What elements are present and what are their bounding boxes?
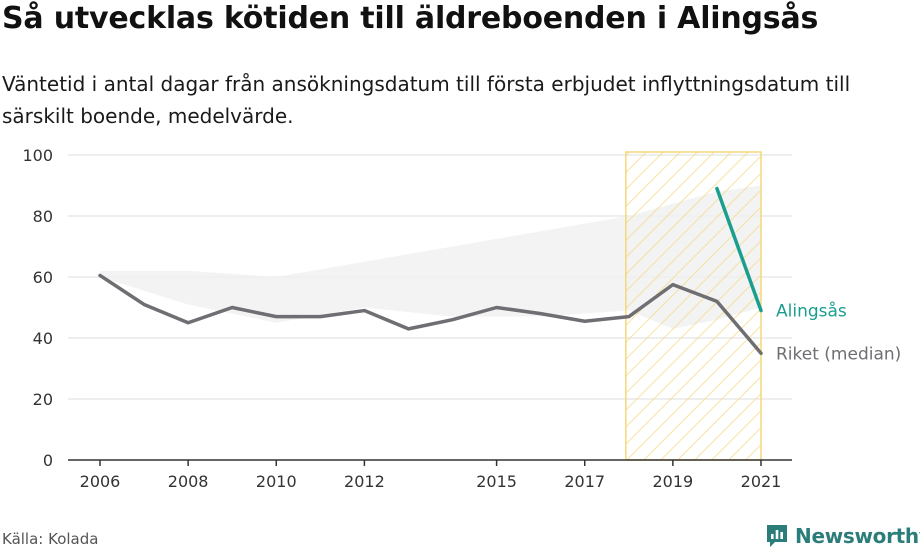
x-tick-label-2021: 2021 <box>741 472 782 491</box>
source-note: Källa: Kolada <box>2 530 99 548</box>
x-tick-label-2015: 2015 <box>476 472 517 491</box>
chart-title: Så utvecklas kötiden till äldreboenden i… <box>2 1 819 36</box>
x-tick-label-2008: 2008 <box>168 472 209 491</box>
line-chart: 0 20 40 60 80 100 2006 2008 2010 2012 2015 2017 2019… <box>22 146 901 491</box>
y-tick-label-100: 100 <box>22 146 53 165</box>
y-tick-label-20: 20 <box>33 390 53 409</box>
x-tick-label-2019: 2019 <box>653 472 694 491</box>
y-tick-label-60: 60 <box>33 268 53 287</box>
range-band-area <box>100 185 761 329</box>
series-label-0: Riket (median) <box>776 344 901 364</box>
range-band-layer <box>100 185 761 329</box>
chart-subtitle: Väntetid i antal dagar från ansökningsda… <box>2 72 851 128</box>
x-tick-label-2017: 2017 <box>564 472 605 491</box>
series-label-1: Alingsås <box>776 301 847 322</box>
y-tick-label-40: 40 <box>33 329 53 348</box>
highlight-hatch <box>625 152 761 460</box>
highlight-layer <box>625 151 762 461</box>
label-layer: Riket (median) Alingsås <box>776 301 901 365</box>
newsworthy-logo-icon <box>767 525 787 547</box>
series-line-0 <box>98 273 763 355</box>
series-layer <box>98 186 763 355</box>
series-line-1 <box>715 186 763 313</box>
y-tick-label-0: 0 <box>43 451 53 470</box>
y-tick-label-80: 80 <box>33 207 53 226</box>
brand-name: Newsworthy <box>795 524 920 548</box>
axis-layer: 0 20 40 60 80 100 2006 2008 2010 2012 2015 2017 2019… <box>22 146 792 491</box>
brand-logo[interactable]: Newsworthy <box>765 521 920 551</box>
x-tick-label-2006: 2006 <box>80 472 121 491</box>
x-tick-label-2010: 2010 <box>256 472 297 491</box>
x-tick-label-2012: 2012 <box>344 472 385 491</box>
